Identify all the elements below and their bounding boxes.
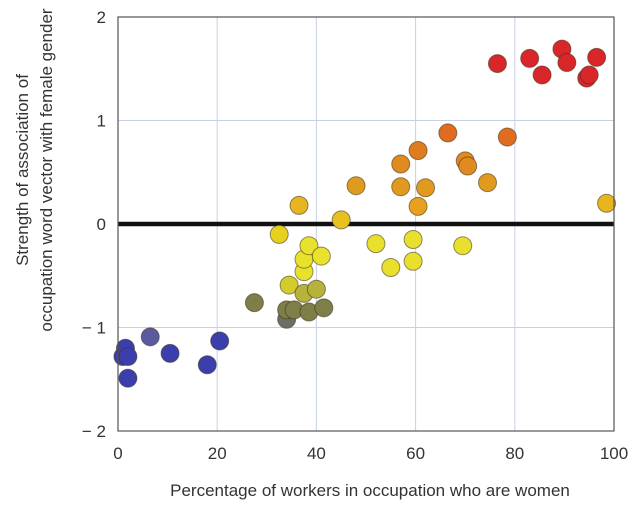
data-point (299, 236, 319, 256)
data-point (557, 53, 577, 73)
data-point (391, 154, 411, 174)
data-point (197, 355, 217, 375)
data-point (453, 236, 473, 256)
y-tick-label: − 2 (82, 422, 106, 441)
x-tick-label: 80 (505, 444, 524, 463)
data-point (346, 176, 366, 196)
y-tick-labels: − 2 − 1 0 1 2 (82, 8, 106, 441)
plot-frame (117, 16, 615, 432)
data-point (331, 210, 351, 230)
data-point (140, 327, 160, 347)
data-point (438, 123, 458, 143)
data-point (160, 343, 180, 363)
data-point (416, 178, 436, 198)
data-point (289, 195, 309, 215)
data-point (587, 47, 607, 67)
data-point (279, 275, 299, 295)
data-point (366, 234, 386, 254)
x-tick-label: 20 (208, 444, 227, 463)
data-point (408, 141, 428, 161)
data-point (597, 193, 617, 213)
data-points (113, 39, 617, 388)
data-point (210, 331, 230, 351)
y-tick-label: 2 (97, 8, 106, 27)
data-point (532, 65, 552, 85)
data-point (403, 230, 423, 250)
data-point (311, 246, 331, 266)
x-tick-label: 40 (307, 444, 326, 463)
x-tick-label: 60 (406, 444, 425, 463)
y-tick-label: − 1 (82, 319, 106, 338)
data-point (269, 224, 289, 244)
y-tick-label: 0 (97, 215, 106, 234)
data-point (579, 65, 599, 85)
data-point (244, 293, 264, 313)
data-point (487, 54, 507, 74)
x-axis-label: Percentage of workers in occupation who … (170, 481, 570, 500)
y-tick-label: 1 (97, 112, 106, 131)
data-point (520, 48, 540, 68)
x-tick-label: 100 (600, 444, 628, 463)
y-axis-label-line-2: occupation word vector with female gende… (37, 8, 56, 332)
x-tick-label: 0 (113, 444, 122, 463)
data-point (403, 251, 423, 271)
data-point (306, 279, 326, 299)
y-axis-label: Strength of association of occupation wo… (13, 8, 56, 332)
x-tick-labels: 0 20 40 60 80 100 (113, 444, 628, 463)
data-point (314, 298, 334, 318)
data-point (391, 177, 411, 197)
data-point (381, 257, 401, 277)
y-axis-label-line-1: Strength of association of (13, 74, 32, 266)
data-point (478, 173, 498, 193)
data-point (118, 346, 138, 366)
data-point (497, 127, 517, 147)
data-point (118, 368, 138, 388)
data-point (458, 156, 478, 176)
data-point (408, 196, 428, 216)
